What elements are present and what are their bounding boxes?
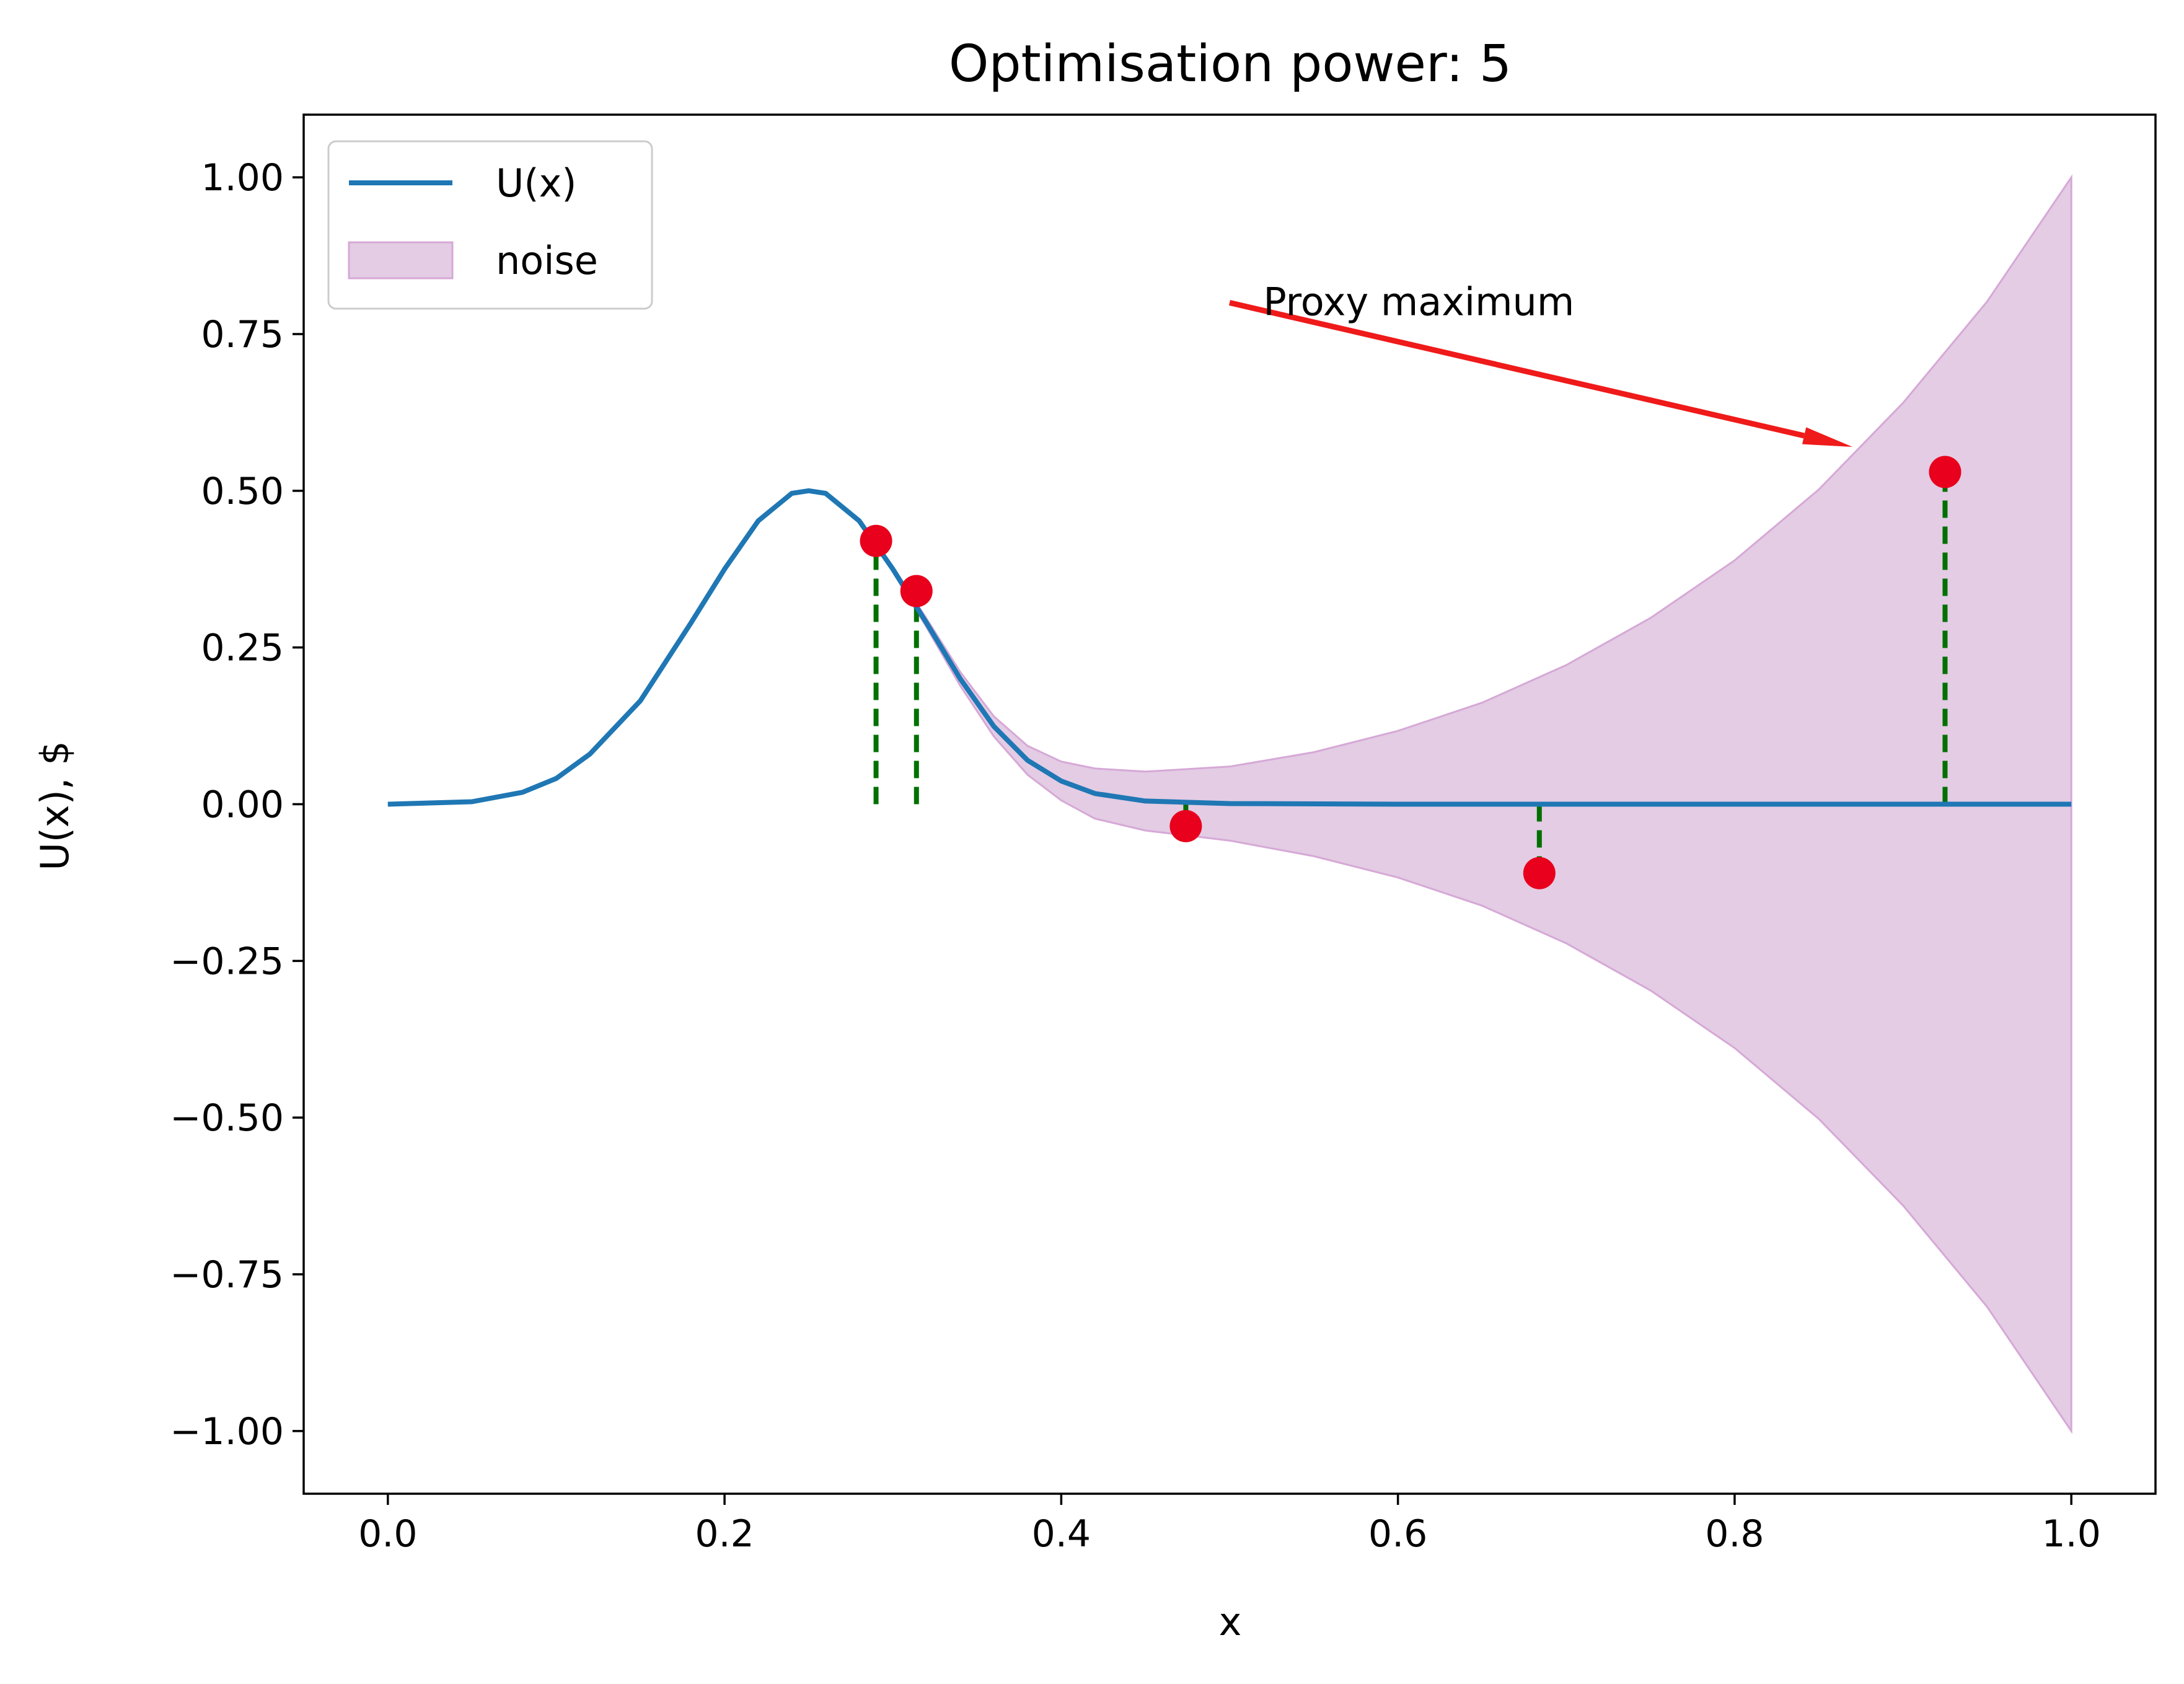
- y-axis-label: U(x), $: [32, 741, 77, 870]
- y-tick-label-3: 0.25: [201, 627, 284, 670]
- y-tick-label-7: −0.75: [170, 1253, 284, 1297]
- y-tick-label-6: −0.50: [170, 1096, 284, 1140]
- x-tick-label-4: 0.8: [1705, 1512, 1764, 1556]
- x-tick-label-1: 0.2: [695, 1512, 754, 1556]
- sample-point-2: [1169, 809, 1202, 842]
- annotation-text: Proxy maximum: [1263, 279, 1574, 324]
- x-tick-label-2: 0.4: [1032, 1512, 1091, 1556]
- x-tick-label-0: 0.0: [358, 1512, 417, 1556]
- legend-box: [327, 140, 653, 310]
- legend-patch-swatch: [348, 241, 454, 280]
- annotation: Proxy maximum: [1228, 279, 1853, 447]
- legend: U(x) noise: [327, 140, 653, 310]
- chart-title: Optimisation power: 5: [949, 35, 1512, 94]
- x-ticks: 0.0 0.2 0.4 0.6 0.8 1.0: [358, 1494, 2101, 1556]
- y-tick-label-2: 0.50: [201, 470, 284, 513]
- y-ticks: 1.00 0.75 0.50 0.25 0.00 −0.25 −0.50 −0.75 −1.00: [170, 156, 304, 1453]
- y-tick-label-1: 0.75: [201, 313, 284, 356]
- annotation-arrow-head: [1802, 427, 1853, 447]
- sample-point-3: [1523, 857, 1556, 889]
- annotation-arrow-line: [1228, 300, 1805, 439]
- sample-point-1: [900, 575, 933, 607]
- sample-point-0: [860, 524, 892, 557]
- y-tick-label-4: 0.00: [201, 783, 284, 827]
- y-tick-label-0: 1.00: [201, 156, 284, 200]
- x-tick-label-3: 0.6: [1368, 1512, 1427, 1556]
- sample-point-4: [1929, 456, 1962, 488]
- legend-label-u: U(x): [496, 161, 576, 206]
- plot-area: Proxy maximum: [387, 174, 2072, 1434]
- y-tick-label-5: −0.25: [170, 940, 284, 983]
- legend-label-noise: noise: [496, 238, 598, 283]
- y-tick-label-8: −1.00: [170, 1410, 284, 1453]
- x-tick-label-5: 1.0: [2041, 1512, 2100, 1556]
- sample-points: [860, 456, 1962, 889]
- u-line: [387, 488, 2072, 807]
- x-axis-label: x: [1219, 1599, 1242, 1644]
